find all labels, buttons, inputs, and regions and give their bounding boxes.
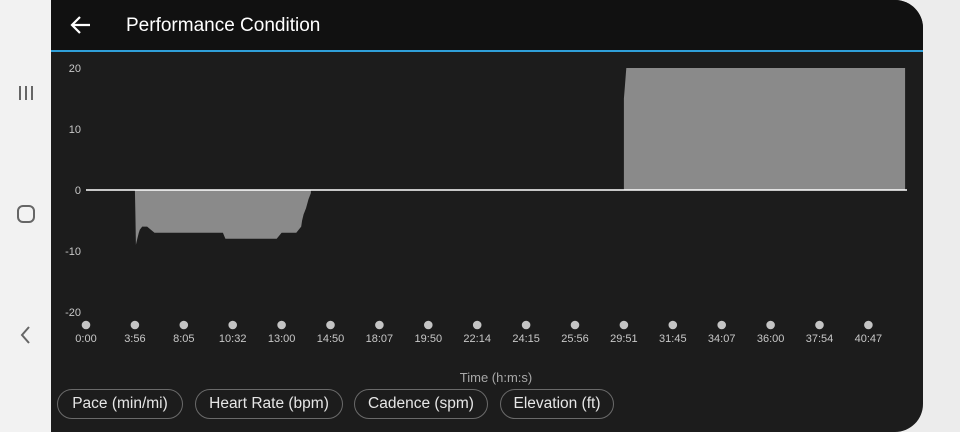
performance-chart: 20 10 0 -10 -20 0:00 3:56 8:05 10:32 13:00 14:50 18… xyxy=(65,63,923,385)
x-tick-label: 10:32 xyxy=(219,333,247,345)
y-tick-label: -10 xyxy=(65,246,81,258)
x-tick-label: 24:15 xyxy=(512,333,540,345)
chevron-left-icon xyxy=(20,326,30,344)
x-tick-dot xyxy=(864,320,873,330)
x-tick-label: 8:05 xyxy=(173,333,194,345)
x-tick-dot xyxy=(277,320,286,330)
x-axis-label: Time (h:m:s) xyxy=(460,370,532,385)
y-tick-label: -20 xyxy=(65,307,81,319)
y-tick-label: 10 xyxy=(69,124,81,136)
x-tick-label: 31:45 xyxy=(659,333,687,345)
x-tick-label: 37:54 xyxy=(806,333,834,345)
x-tick-label: 22:14 xyxy=(463,333,491,345)
metric-chip[interactable]: Heart Rate (bpm) xyxy=(195,389,343,419)
x-tick-dot xyxy=(668,320,678,330)
x-tick-dot xyxy=(766,320,775,330)
home-icon xyxy=(16,205,35,223)
arrow-left-icon xyxy=(70,16,90,34)
x-tick-dot xyxy=(130,320,140,330)
x-tick-label: 14:50 xyxy=(317,333,345,345)
x-tick-label: 29:51 xyxy=(610,333,638,345)
recent-apps-button[interactable] xyxy=(0,73,51,113)
nav-back-button[interactable] xyxy=(0,315,51,355)
page-title: Performance Condition xyxy=(126,15,321,36)
x-tick-dot xyxy=(521,320,531,330)
x-tick-dot xyxy=(472,320,482,330)
y-tick-label: 20 xyxy=(69,63,81,75)
x-tick-dot xyxy=(815,320,824,330)
x-tick-label: 34:07 xyxy=(708,333,736,345)
metric-chip[interactable]: Pace (min/mi) xyxy=(57,389,183,419)
back-button[interactable] xyxy=(65,9,97,41)
app-bar: Performance Condition xyxy=(51,0,923,52)
x-tick-label: 25:56 xyxy=(561,333,589,345)
system-nav-bar xyxy=(0,0,51,432)
x-tick-label: 3:56 xyxy=(124,333,145,345)
home-button[interactable] xyxy=(0,194,51,234)
x-tick-label: 36:00 xyxy=(757,333,785,345)
y-tick-label: 0 xyxy=(75,185,81,197)
x-tick-label: 19:50 xyxy=(415,333,443,345)
screen-edge xyxy=(923,0,960,432)
x-tick-dot xyxy=(228,320,237,330)
metric-chip[interactable]: Elevation (ft) xyxy=(500,389,614,419)
app-window: Performance Condition 20 10 0 -10 -20 0:00 3:5… xyxy=(51,0,923,432)
metric-chip[interactable]: Cadence (spm) xyxy=(354,389,488,419)
x-tick-dot xyxy=(375,320,384,330)
x-tick-label: 13:00 xyxy=(268,333,296,345)
performance-area xyxy=(86,68,923,245)
x-tick-dot xyxy=(619,320,629,330)
x-tick-dot xyxy=(179,320,189,330)
recent-apps-icon xyxy=(18,86,33,100)
x-tick-label: 18:07 xyxy=(366,333,394,345)
x-tick-label: 40:47 xyxy=(855,333,883,345)
x-tick-dot xyxy=(424,320,433,330)
x-tick-dot xyxy=(326,320,335,330)
x-tick-dot xyxy=(81,320,91,330)
x-tick-label: 0:00 xyxy=(75,333,96,345)
x-tick-dot xyxy=(570,320,580,330)
x-tick-dot xyxy=(717,320,726,330)
